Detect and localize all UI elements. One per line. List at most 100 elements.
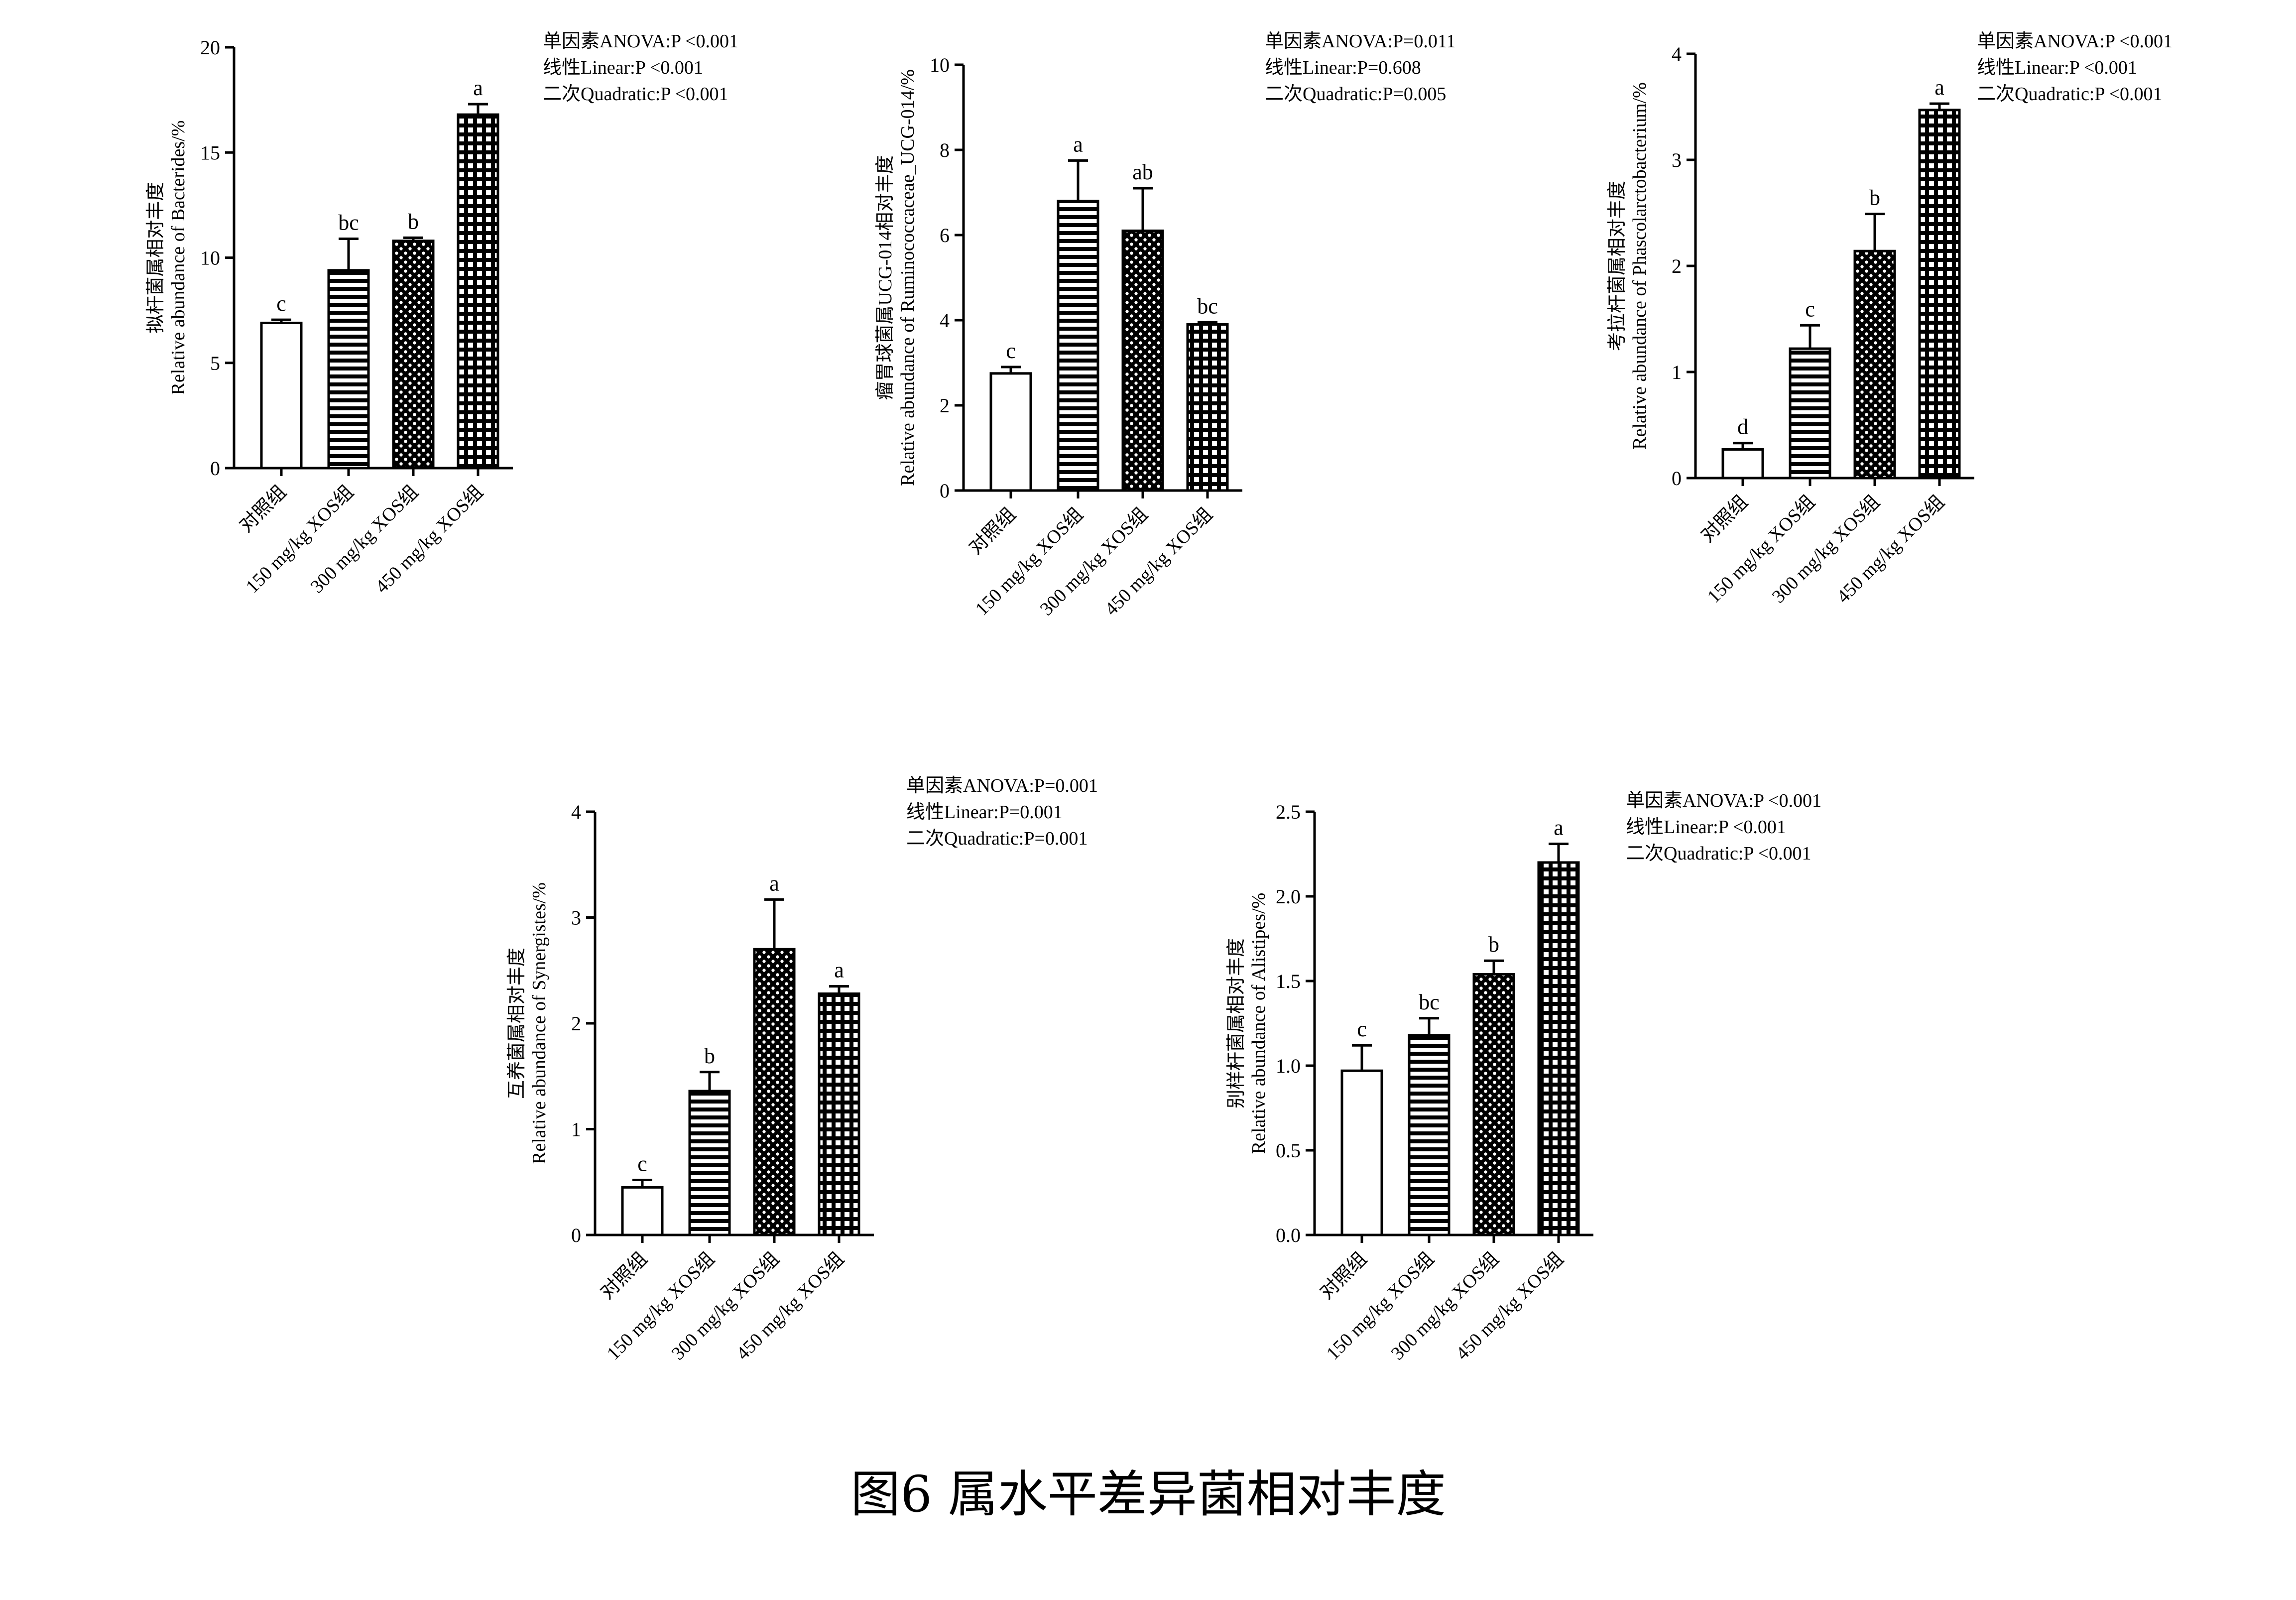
stats-line-3: 二次Quadratic:P <0.001 <box>1626 843 1812 864</box>
significance-letter: b <box>408 209 419 234</box>
chart-panel-3: 0 1 2 3 4 考拉杆菌属相对丰度 Relative abundance of Phas… <box>1607 31 2173 607</box>
y-axis-title-cn: 考拉杆菌属相对丰度 <box>1607 181 1628 351</box>
category-label: 对照组 <box>236 482 290 536</box>
y-tick-label: 4 <box>571 801 581 823</box>
stats-line-3: 二次Quadratic:P=0.001 <box>906 828 1088 849</box>
figure-caption: 图6 属水平差异菌相对丰度 <box>850 1465 1446 1523</box>
stats-line-1: 单因素ANOVA:P <0.001 <box>543 31 738 52</box>
stats-line-2: 线性Linear:P <0.001 <box>1977 57 2137 78</box>
y-tick-label: 1 <box>1672 361 1682 383</box>
chart-panel-4: 0 1 2 3 4 互养菌属相对丰度 Relative abundance of Syner… <box>506 775 1098 1364</box>
y-tick-label: 2.5 <box>1276 801 1301 823</box>
category-label: 300 mg/kg XOS组 <box>1387 1248 1503 1364</box>
stats-line-3: 二次Quadratic:P=0.005 <box>1265 84 1446 105</box>
significance-letter: a <box>834 958 844 983</box>
significance-letter: a <box>1073 132 1083 156</box>
category-label: 450 mg/kg XOS组 <box>1452 1248 1568 1364</box>
y-tick-label: 1.5 <box>1276 970 1301 992</box>
y-tick-label: 10 <box>930 54 950 76</box>
stats-line-2: 线性Linear:P=0.608 <box>1265 57 1421 78</box>
category-label: 对照组 <box>1697 492 1752 546</box>
category-label: 300 mg/kg XOS组 <box>1036 504 1152 620</box>
y-tick-label: 2 <box>571 1012 581 1035</box>
stats-line-1: 单因素ANOVA:P <0.001 <box>1977 31 2173 52</box>
significance-letter: bc <box>1419 990 1440 1014</box>
category-label: 450 mg/kg XOS组 <box>732 1248 848 1364</box>
significance-letter: a <box>769 871 779 895</box>
stats-line-3: 二次Quadratic:P <0.001 <box>1977 84 2163 105</box>
bar-4 <box>457 113 499 470</box>
y-axis-title-cn: 拟杆菌属相对丰度 <box>145 182 166 333</box>
y-tick-label: 0 <box>940 480 950 502</box>
bar-1 <box>989 372 1032 492</box>
y-tick-label: 0 <box>1672 467 1682 490</box>
significance-letter: c <box>637 1152 647 1176</box>
y-axis-title-en: Relative abundance of Ruminococcaceae_UC… <box>897 69 918 486</box>
bar-2 <box>1789 347 1831 480</box>
bar-2 <box>327 269 370 470</box>
bar-3 <box>1853 249 1896 480</box>
significance-letter: a <box>1934 75 1944 100</box>
bar-1 <box>260 321 303 470</box>
category-label: 300 mg/kg XOS组 <box>668 1248 784 1364</box>
y-tick-label: 2 <box>940 394 950 417</box>
y-tick-label: 2.0 <box>1276 885 1301 908</box>
y-tick-label: 2 <box>1672 255 1682 277</box>
y-tick-label: 3 <box>1672 149 1682 171</box>
y-tick-label: 8 <box>940 139 950 161</box>
y-tick-label: 4 <box>1672 43 1682 65</box>
significance-letter: ab <box>1132 160 1153 184</box>
significance-letter: c <box>1357 1017 1367 1041</box>
bar-3 <box>1121 229 1164 492</box>
bar-1 <box>1721 448 1764 480</box>
stats-line-3: 二次Quadratic:P <0.001 <box>543 84 728 105</box>
bar-3 <box>753 948 796 1236</box>
bar-4 <box>1186 323 1229 492</box>
category-label: 450 mg/kg XOS组 <box>1101 504 1217 620</box>
y-tick-label: 0.0 <box>1276 1224 1301 1246</box>
category-label: 450 mg/kg XOS组 <box>1833 492 1949 608</box>
category-label: 对照组 <box>597 1248 651 1303</box>
category-label: 450 mg/kg XOS组 <box>371 482 487 598</box>
y-axis-title-cn: 互养菌属相对丰度 <box>506 948 527 1099</box>
bar-4 <box>1537 861 1580 1236</box>
stats-line-1: 单因素ANOVA:P=0.001 <box>906 775 1098 796</box>
bar-3 <box>1472 973 1515 1236</box>
y-axis-title-en: Relative abundance of Bacterides/% <box>168 121 189 395</box>
significance-letter: c <box>1006 339 1016 363</box>
stats-line-2: 线性Linear:P <0.001 <box>1626 817 1786 838</box>
bar-1 <box>1340 1069 1383 1236</box>
category-label: 对照组 <box>965 504 1020 559</box>
y-axis-title-cn: 别样杆菌属相对丰度 <box>1226 938 1247 1108</box>
y-axis-title-en: Relative abundance of Phascolarctobacter… <box>1629 82 1650 450</box>
significance-letter: a <box>473 76 483 100</box>
chart-panel-5: 0.0 0.5 1.0 1.5 2.0 2.5 别样杆菌属相对丰度 Relative abun… <box>1226 790 1821 1364</box>
category-label: 300 mg/kg XOS组 <box>307 482 423 598</box>
y-tick-label: 20 <box>200 36 220 59</box>
significance-letter: b <box>1488 932 1499 957</box>
y-tick-label: 0 <box>571 1224 581 1246</box>
significance-letter: b <box>704 1044 715 1068</box>
y-tick-label: 1 <box>571 1118 581 1141</box>
bar-3 <box>392 240 435 470</box>
stats-line-2: 线性Linear:P <0.001 <box>543 57 703 78</box>
y-tick-label: 0.5 <box>1276 1139 1301 1162</box>
y-tick-label: 10 <box>200 247 220 269</box>
y-axis-title-cn: 瘤胃球菌属UCG-014相对丰度 <box>875 155 896 400</box>
y-tick-label: 1.0 <box>1276 1055 1301 1077</box>
stats-line-1: 单因素ANOVA:P=0.011 <box>1265 31 1456 52</box>
significance-letter: bc <box>1197 294 1218 318</box>
significance-letter: c <box>276 291 286 316</box>
y-tick-label: 15 <box>200 141 220 164</box>
y-tick-label: 6 <box>940 224 950 246</box>
bar-2 <box>1057 200 1099 492</box>
stats-line-2: 线性Linear:P=0.001 <box>906 802 1063 823</box>
bar-4 <box>1918 109 1961 480</box>
significance-letter: d <box>1737 415 1748 439</box>
y-tick-label: 5 <box>210 352 220 374</box>
y-tick-label: 4 <box>940 309 950 332</box>
category-label: 300 mg/kg XOS组 <box>1768 492 1884 608</box>
bar-2 <box>688 1090 731 1236</box>
y-tick-label: 3 <box>571 907 581 929</box>
